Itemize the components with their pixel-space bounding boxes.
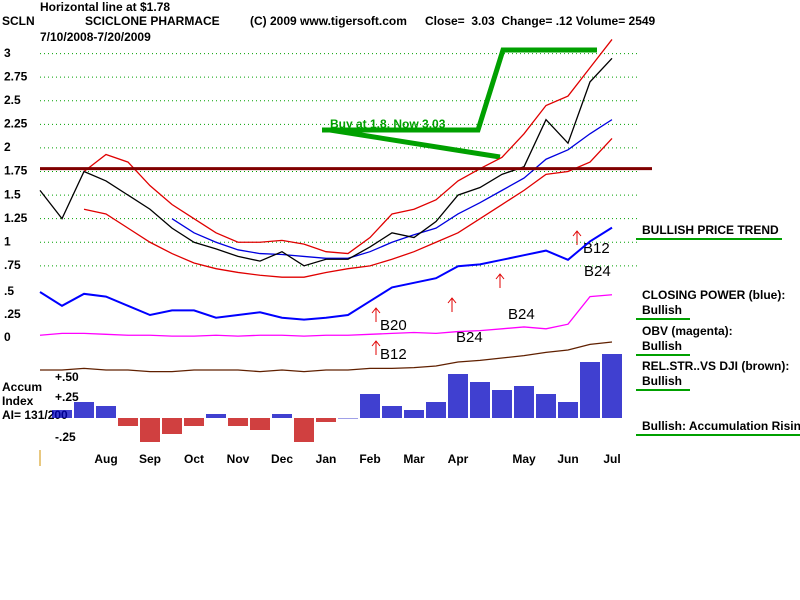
arrow xyxy=(371,307,381,322)
y-tick-label: .75 xyxy=(4,258,21,272)
annotation-arrow xyxy=(322,47,597,133)
annotation: B24 xyxy=(508,306,535,323)
accum-label: Accum xyxy=(2,380,42,394)
note: OBV (magenta): xyxy=(642,324,733,338)
y-tick-label: .25 xyxy=(4,307,21,321)
y-tick-label: 3 xyxy=(4,46,11,60)
series-line xyxy=(83,138,613,278)
bar xyxy=(360,394,380,418)
bar xyxy=(228,418,248,426)
note: Bullish: Accumulation Rising xyxy=(642,419,800,433)
annotation: B24 xyxy=(456,329,483,346)
bar xyxy=(404,410,424,418)
y-tick-label: 2.75 xyxy=(4,69,28,83)
y-tick-label: -.25 xyxy=(55,430,76,444)
x-tick-label: Apr xyxy=(448,452,469,466)
series-line xyxy=(39,226,613,321)
bar xyxy=(96,406,116,418)
arrow xyxy=(495,273,505,288)
bar xyxy=(536,394,556,418)
bar xyxy=(272,414,292,418)
y-tick-label: 2 xyxy=(4,140,11,154)
x-tick-label: Dec xyxy=(271,452,293,466)
x-tick-label: Jan xyxy=(316,452,337,466)
note: REL.STR..VS DJI (brown): xyxy=(642,359,789,373)
y-tick-label: .5 xyxy=(4,284,14,298)
annotation: B20 xyxy=(380,317,407,334)
annotation: B12 xyxy=(380,346,407,363)
bar xyxy=(580,362,600,418)
bar xyxy=(206,414,226,418)
y-tick-label: 2.5 xyxy=(4,93,21,107)
bar xyxy=(492,390,512,418)
bar xyxy=(294,418,314,442)
bar xyxy=(382,406,402,418)
x-tick-label: Jul xyxy=(603,452,620,466)
bar xyxy=(74,402,94,418)
arrow xyxy=(371,340,381,355)
copyright: (C) 2009 www.tigersoft.com xyxy=(250,14,407,28)
series-line xyxy=(40,341,613,373)
header-line: Horizontal line at $1.78 xyxy=(40,0,170,14)
bar xyxy=(558,402,578,418)
x-tick-label: Sep xyxy=(139,452,161,466)
bar xyxy=(52,410,72,418)
bar xyxy=(338,418,358,419)
accum-label: Index xyxy=(2,394,34,408)
note: Bullish xyxy=(642,303,682,317)
x-tick-label: Nov xyxy=(227,452,250,466)
y-tick-label: 2.25 xyxy=(4,117,28,131)
accum-label: AI= 131/200 xyxy=(2,408,68,422)
bar xyxy=(448,374,468,418)
y-tick-label: 1.75 xyxy=(4,164,28,178)
note: CLOSING POWER (blue): xyxy=(642,288,785,302)
quote: Close= 3.03 Change= .12 Volume= 2549 xyxy=(425,14,656,28)
bar xyxy=(316,418,336,422)
annotation: B12 xyxy=(583,240,610,257)
x-tick-label: Feb xyxy=(359,452,380,466)
note: Bullish xyxy=(642,339,682,353)
y-tick-label: +.50 xyxy=(55,370,79,384)
bar xyxy=(118,418,138,426)
note: BULLISH PRICE TREND xyxy=(642,223,779,237)
annotation-arrow xyxy=(329,127,501,160)
series-line xyxy=(39,294,613,337)
arrow xyxy=(447,297,457,312)
bar xyxy=(602,354,622,418)
bar xyxy=(162,418,182,434)
x-tick-label: Aug xyxy=(94,452,117,466)
x-tick-label: Jun xyxy=(557,452,578,466)
x-tick-label: Mar xyxy=(403,452,425,466)
bar xyxy=(250,418,270,430)
note: Bullish xyxy=(642,374,682,388)
y-tick-label: 0 xyxy=(4,330,11,344)
x-tick-label: Oct xyxy=(184,452,204,466)
ticker: SCLN xyxy=(2,14,35,28)
bar xyxy=(184,418,204,426)
annotation: B24 xyxy=(584,263,611,280)
x-tick-label: May xyxy=(512,452,536,466)
bar xyxy=(514,386,534,418)
bar xyxy=(140,418,160,442)
y-tick-label: +.25 xyxy=(55,390,79,404)
y-tick-label: 1.25 xyxy=(4,211,28,225)
y-tick-label: 1.5 xyxy=(4,187,21,201)
date-range: 7/10/2008-7/20/2009 xyxy=(40,30,151,44)
bar xyxy=(426,402,446,418)
annotation: Buy at 1.8, Now 3.03 xyxy=(330,117,446,131)
series-line xyxy=(83,39,613,255)
company: SCICLONE PHARMACE xyxy=(85,14,220,28)
series-line xyxy=(171,119,613,259)
bar xyxy=(470,382,490,418)
y-tick-label: 1 xyxy=(4,234,11,248)
